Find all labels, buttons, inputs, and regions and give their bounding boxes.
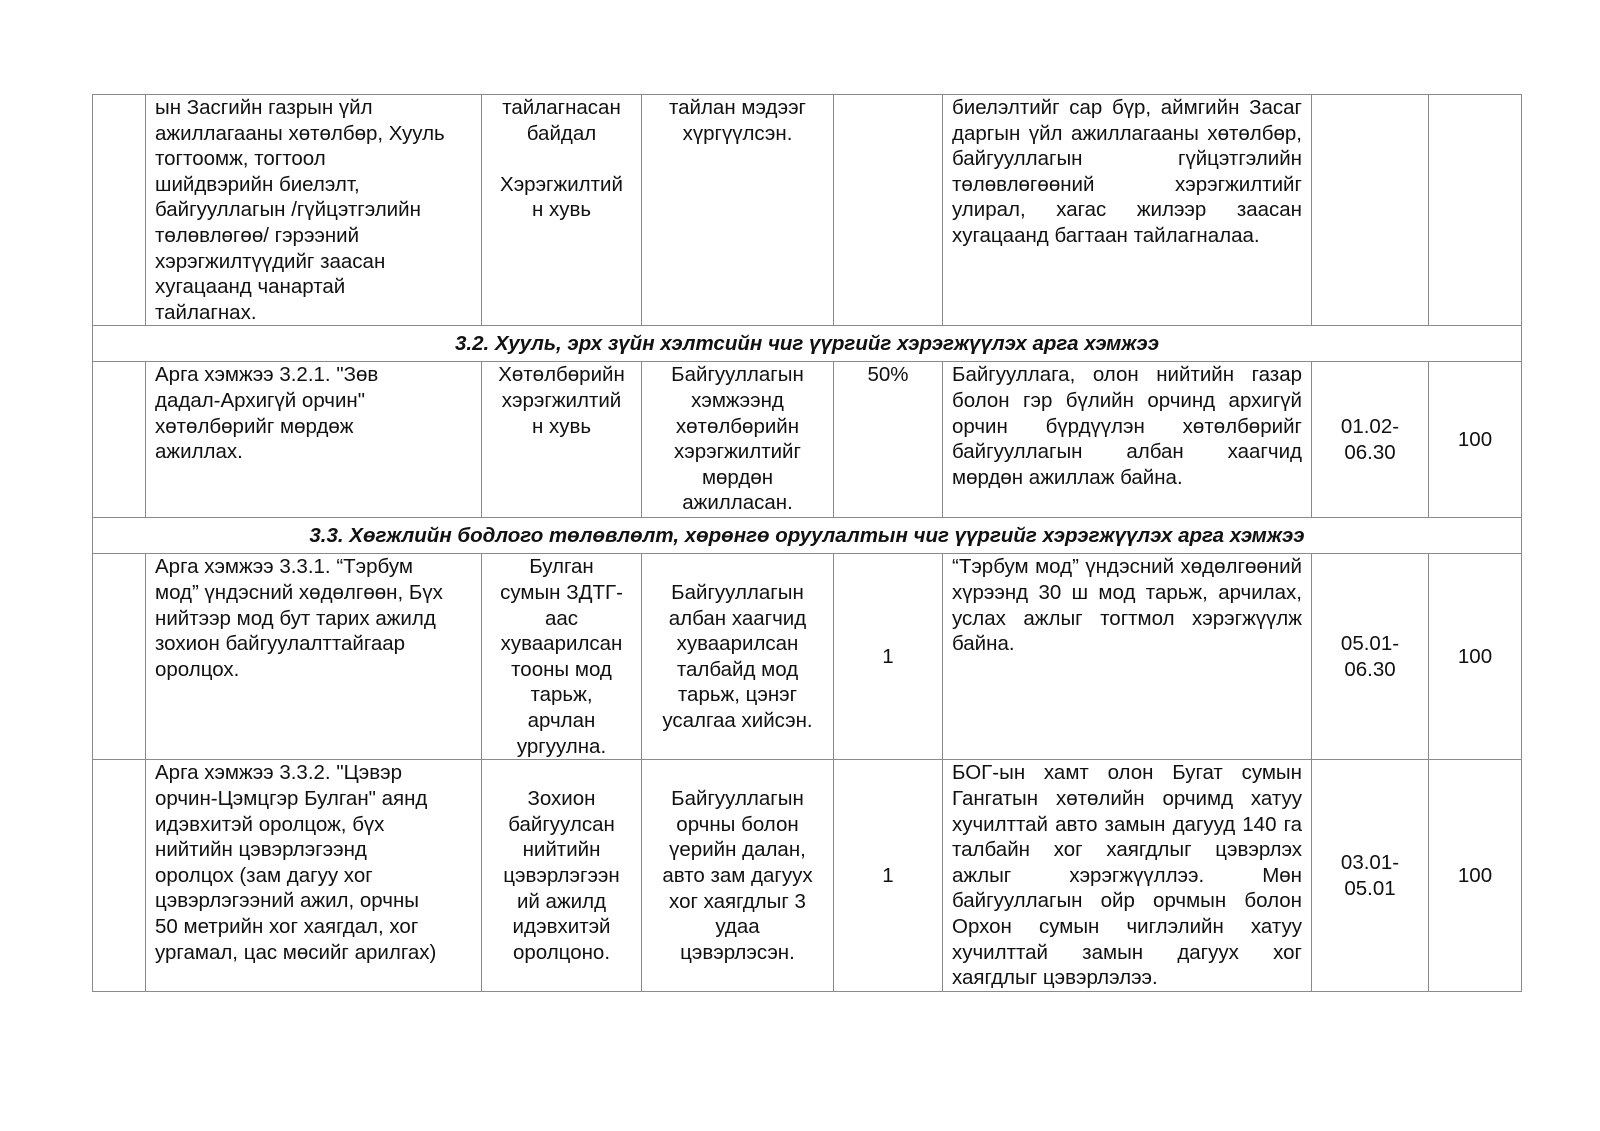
period-cell: 01.02- 06.30 [1311, 361, 1429, 519]
table-row: Арга хэмжээ 3.3.1. “Тэрбум мод” үндэсний… [92, 553, 1522, 761]
section-title-3-2: 3.2. Хууль, эрх зүйн хэлтсийн чиг үүргий… [92, 325, 1522, 363]
indicator-cell: тайлагнасан байдал Хэрэгжилтий н хувь [481, 93, 642, 327]
row-number-cell [92, 759, 146, 993]
period-cell: 05.01- 06.30 [1311, 553, 1429, 761]
result-cell: Байгууллагын хэмжээнд хөтөлбөрийн хэрэгж… [641, 361, 834, 519]
section-title-3-3: 3.3. Хөгжлийн бодлого төлөвлөлт, хөрөнгө… [92, 517, 1522, 555]
row-number-cell [92, 93, 146, 327]
table-row: Арга хэмжээ 3.3.2. "Цэвэр орчин-Цэмцгэр … [92, 759, 1522, 993]
indicator-cell: Зохион байгуулсан нийтийн цэвэрлэгээн ий… [481, 759, 642, 993]
level-cell [833, 93, 943, 327]
report-cell: “Тэрбум мод” үндэсний хөдөлгөөний хүрээн… [942, 553, 1312, 761]
score-cell: 100 [1428, 553, 1522, 761]
section-header-row: 3.3. Хөгжлийн бодлого төлөвлөлт, хөрөнгө… [92, 517, 1522, 555]
result-cell: Байгууллагын орчны болон үерийн далан, а… [641, 759, 834, 993]
report-cell: Байгууллага, олон нийтийн газар болон гэ… [942, 361, 1312, 519]
level-cell: 1 [833, 759, 943, 993]
plan-report-table: ын Засгийн газрын үйл ажиллагааны хөтөлб… [92, 93, 1522, 993]
result-cell: тайлан мэдээг хүргүүлсэн. [641, 93, 834, 327]
level-cell: 50% [833, 361, 943, 519]
report-cell: биелэлтийг сар бүр, аймгийн Засаг даргын… [942, 93, 1312, 327]
activity-cell: Арга хэмжээ 3.2.1. "Зөв дадал-Архигүй ор… [145, 361, 482, 519]
row-number-cell [92, 553, 146, 761]
result-cell: Байгууллагын албан хаагчид хуваарилсан т… [641, 553, 834, 761]
activity-cell: Арга хэмжээ 3.3.2. "Цэвэр орчин-Цэмцгэр … [145, 759, 482, 993]
section-header-row: 3.2. Хууль, эрх зүйн хэлтсийн чиг үүргий… [92, 325, 1522, 363]
activity-cell: Арга хэмжээ 3.3.1. “Тэрбум мод” үндэсний… [145, 553, 482, 761]
row-number-cell [92, 361, 146, 519]
indicator-cell: Булган сумын ЗДТГ- аас хуваарилсан тооны… [481, 553, 642, 761]
indicator-cell: Хөтөлбөрийн хэрэгжилтий н хувь [481, 361, 642, 519]
period-cell: 03.01- 05.01 [1311, 759, 1429, 993]
score-cell [1428, 93, 1522, 327]
activity-cell: ын Засгийн газрын үйл ажиллагааны хөтөлб… [145, 93, 482, 327]
report-cell: БОГ-ын хамт олон Бугат сумын Гангатын хө… [942, 759, 1312, 993]
period-cell [1311, 93, 1429, 327]
table-row: Арга хэмжээ 3.2.1. "Зөв дадал-Архигүй ор… [92, 361, 1522, 519]
table-row: ын Засгийн газрын үйл ажиллагааны хөтөлб… [92, 93, 1522, 327]
score-cell: 100 [1428, 361, 1522, 519]
score-cell: 100 [1428, 759, 1522, 993]
level-cell: 1 [833, 553, 943, 761]
